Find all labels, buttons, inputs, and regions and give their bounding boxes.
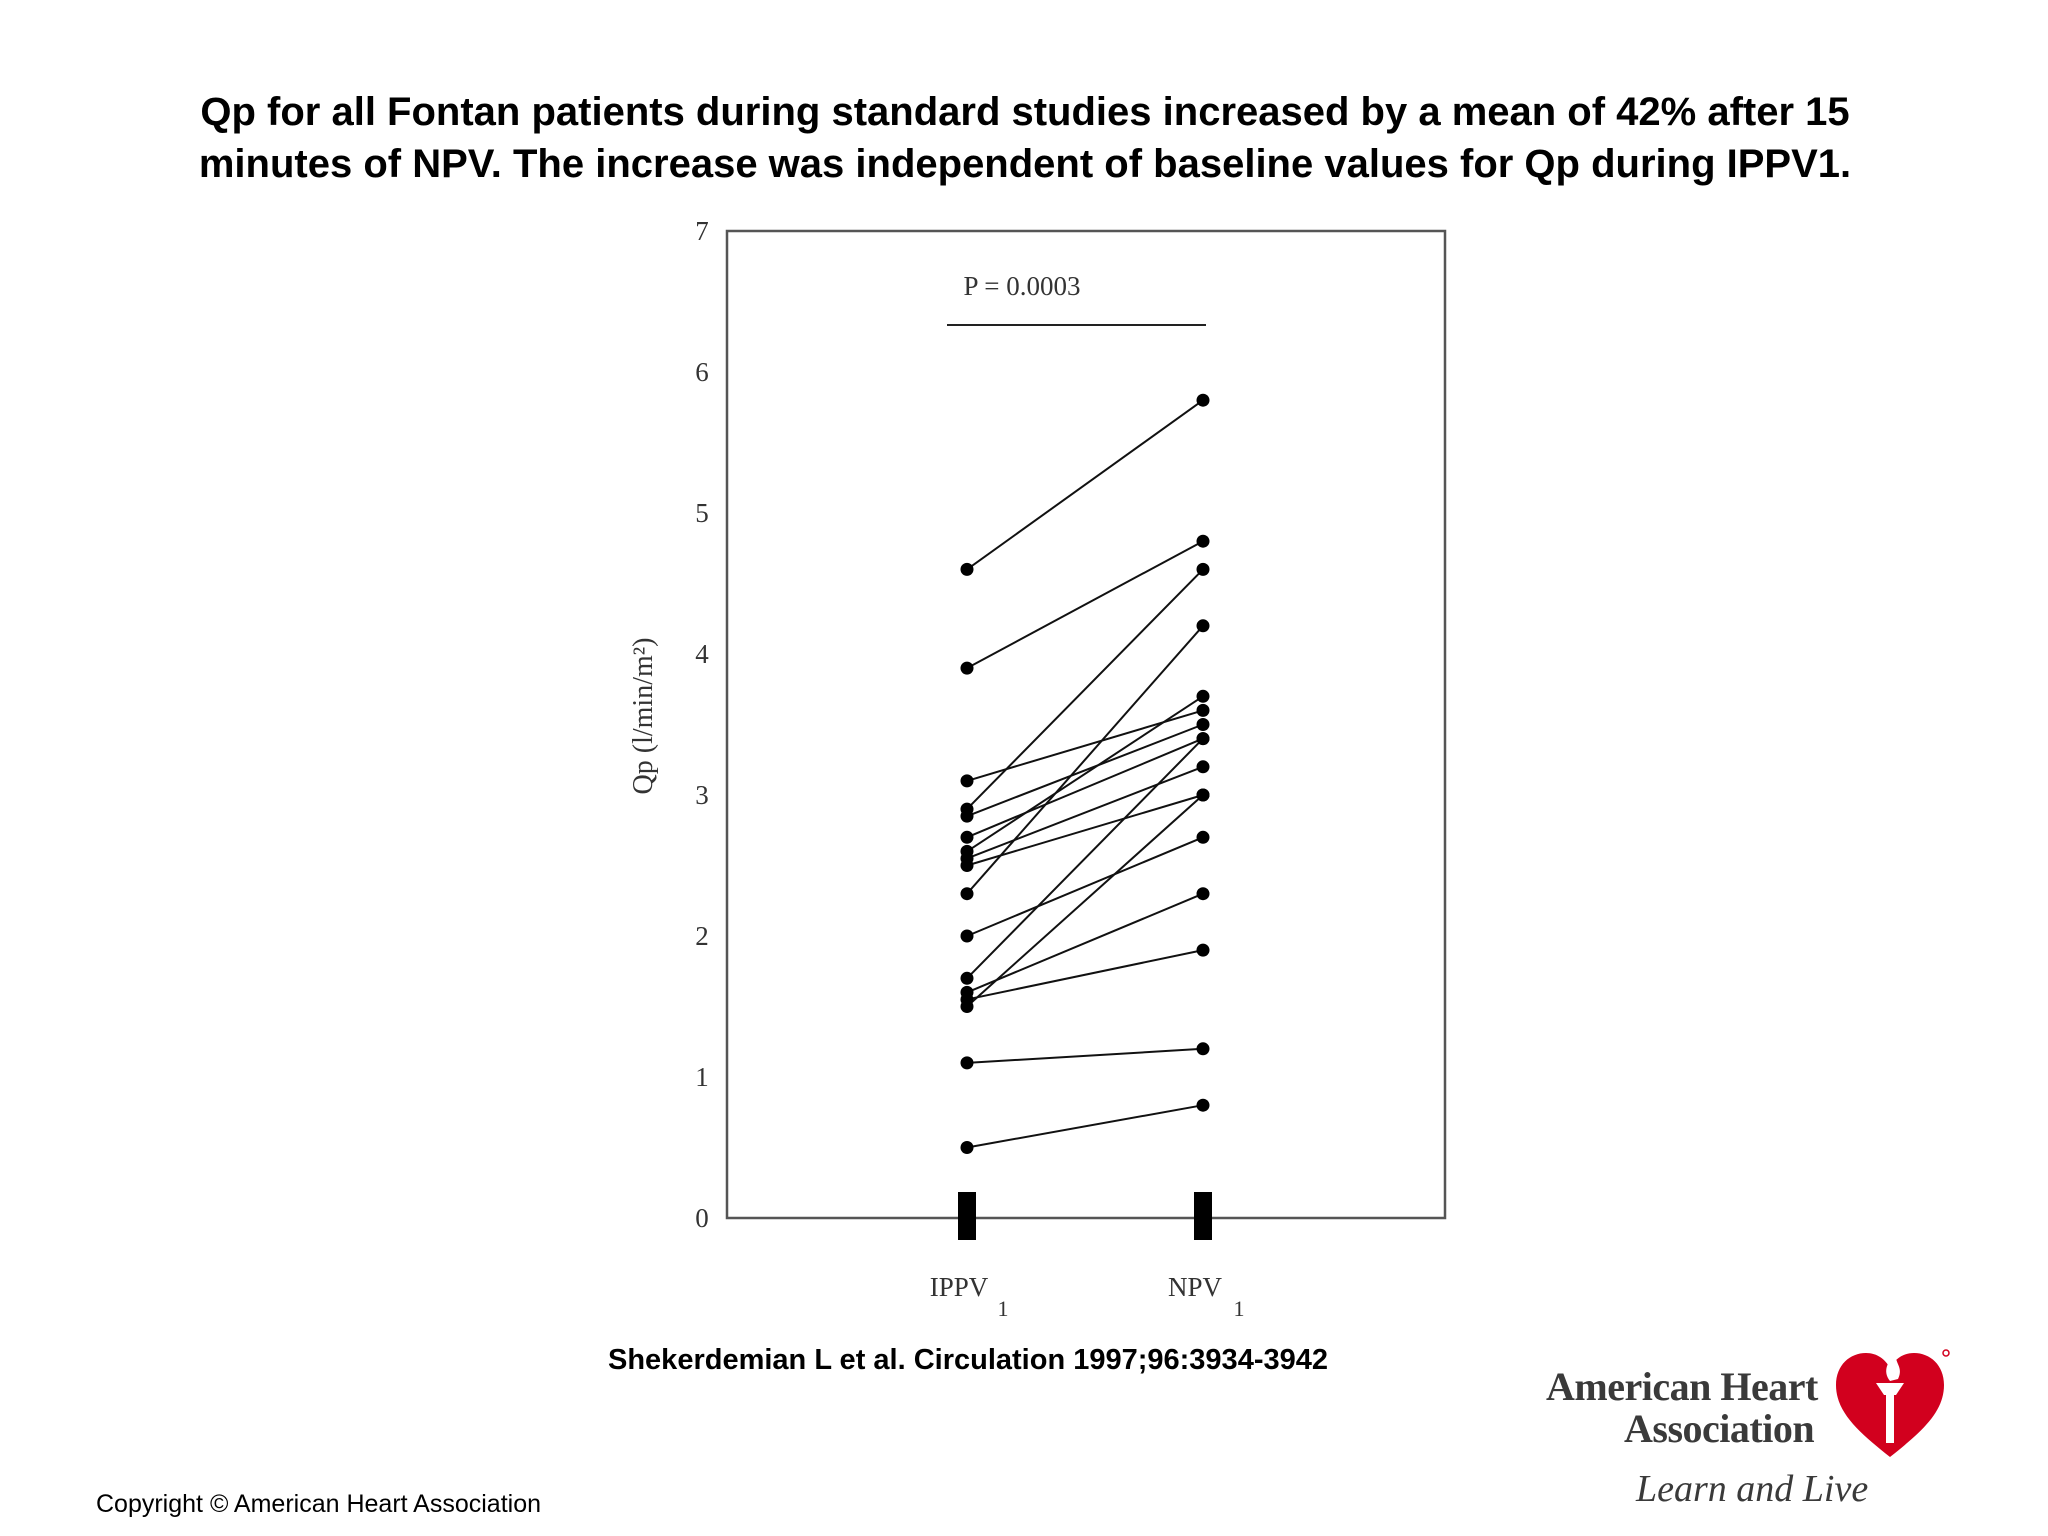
patient-line [966,794,1204,1008]
citation: Shekerdemian L et al. Circulation 1997;9… [608,1344,1328,1376]
data-point [1196,788,1210,802]
category-marker [1194,1192,1212,1240]
aha-logo: American Heart Association Learn and Liv… [1540,1335,1960,1515]
data-point [1196,534,1210,548]
x-tick-label: NPV [1168,1272,1223,1302]
data-point [960,929,974,943]
data-point [960,1056,974,1070]
y-tick-label: 1 [695,1062,709,1092]
data-point [1196,1098,1210,1112]
patient-line [966,1104,1204,1149]
y-tick-label: 0 [695,1203,709,1233]
data-point [1196,760,1210,774]
category-markers [958,1192,1212,1240]
data-point [1196,562,1210,576]
patient-line [966,1047,1204,1064]
data-point [1196,943,1210,957]
patient-line [966,399,1204,571]
y-tick-label: 4 [695,639,709,669]
y-tick-label: 2 [695,921,709,951]
data-point [960,887,974,901]
logo-text-line-1: American Heart [1546,1364,1818,1409]
series-points [960,393,1210,1154]
series-lines [966,399,1204,1149]
patient-line [966,892,1204,994]
y-tick-label: 5 [695,498,709,528]
data-point [1196,830,1210,844]
data-point [960,661,974,675]
data-point [960,971,974,985]
patient-line [966,765,1204,860]
patient-line [966,737,1204,980]
data-point [1196,718,1210,731]
logo-tagline: Learn and Live [1636,1468,1869,1510]
patient-line [966,723,1204,818]
y-axis-ticks: 0 1 2 3 4 5 6 7 [695,216,709,1233]
significance-annotation: P = 0.0003 [964,271,1081,301]
patient-line [966,568,1204,810]
logo-text-line-2: Association [1624,1406,1815,1451]
data-point [960,1000,974,1013]
data-point [960,1141,974,1154]
data-point [1196,1042,1210,1056]
patient-line [966,540,1204,669]
title-line-2: minutes of NPV. The increase was indepen… [198,142,1852,186]
y-tick-label: 3 [695,780,709,810]
slide-title: Qp for all Fontan patients during standa… [90,86,1960,190]
patient-line [966,836,1204,937]
x-tick-subscript: 1 [998,1296,1009,1321]
patient-line [966,949,1204,1001]
patient-line [966,737,1204,839]
y-tick-label: 6 [695,357,709,387]
data-point [960,830,974,844]
data-point [960,774,974,788]
data-point [1196,703,1210,717]
data-point [1196,887,1210,901]
patient-line [966,794,1204,867]
category-marker [958,1192,976,1240]
data-point [1196,393,1210,407]
data-point [1196,732,1210,746]
x-tick-subscript: 1 [1234,1296,1245,1321]
data-point [960,562,974,576]
copyright-notice: Copyright © American Heart Association [96,1490,542,1518]
title-line-1: Qp for all Fontan patients during standa… [200,90,1850,134]
patient-line [966,625,1204,895]
paired-line-chart: 0 1 2 3 4 5 6 7 IPPV 1 NPV 1 P = 0.0003 Qp (l/min/… [628,216,1447,1321]
y-axis-label: Qp (l/min/m²) [628,638,659,795]
x-tick-label: IPPV [930,1272,989,1302]
data-point [960,859,974,872]
y-tick-label: 7 [695,216,709,246]
heart-torch-icon [1836,1349,1950,1457]
x-axis-labels: IPPV 1 NPV 1 [930,1272,1245,1321]
plot-frame [725,229,1447,1220]
data-point [1196,689,1210,703]
data-point [960,809,974,823]
data-point [1196,619,1210,633]
patient-line [966,695,1204,853]
